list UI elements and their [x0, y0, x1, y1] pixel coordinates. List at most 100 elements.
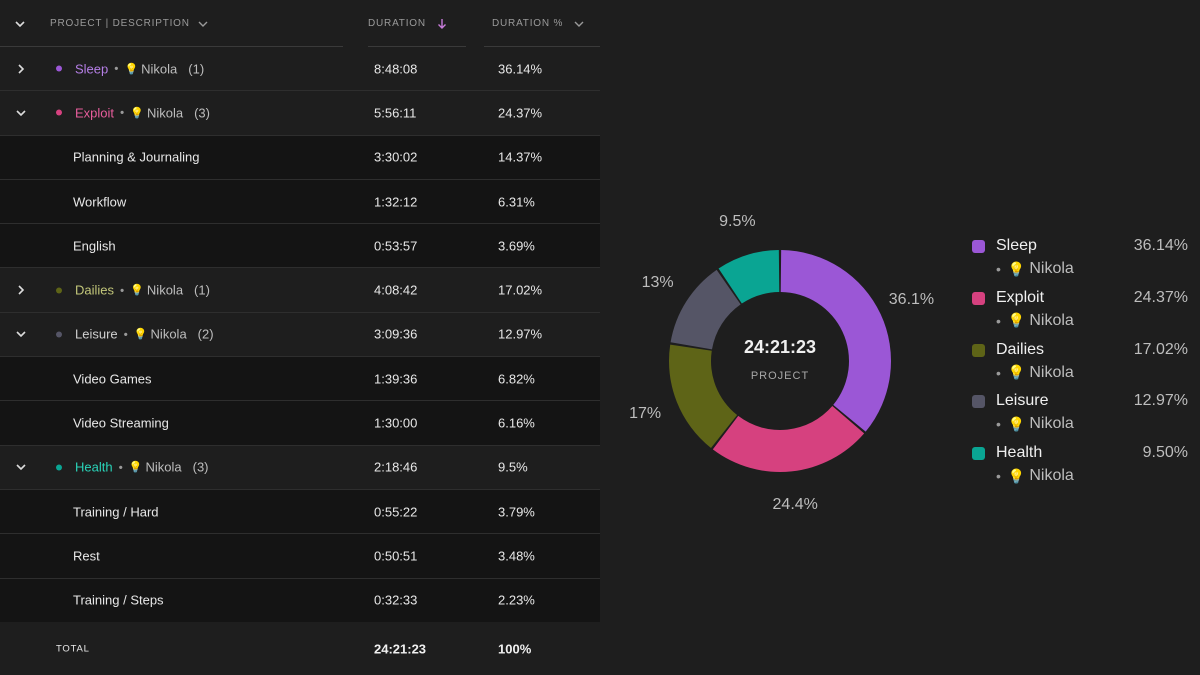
description-row[interactable]: Video Streaming 1:30:00 6.16%	[0, 401, 600, 446]
description-cell: Video Streaming	[73, 415, 169, 431]
project-cell: Dailies • 💡 Nikola (1)	[56, 283, 210, 298]
project-color-dot	[56, 464, 62, 471]
donut-slice-dailies[interactable]	[669, 344, 738, 448]
legend-name: Health	[996, 444, 1043, 462]
description-row[interactable]: English 0:53:57 3.69%	[0, 224, 600, 269]
slice-label-dailies: 17%	[629, 405, 662, 423]
donut-slice-sleep[interactable]	[780, 250, 891, 432]
legend-item-exploit[interactable]: Exploit 24.37% • 💡 Nikola	[970, 288, 1195, 340]
collapse-all-button[interactable]	[14, 0, 34, 47]
separator-dot: •	[120, 105, 125, 120]
project-color-dot	[56, 331, 62, 338]
sort-descending-icon	[436, 18, 448, 30]
chevron-right-icon[interactable]	[13, 282, 29, 298]
legend-client: • 💡 Nikola	[996, 415, 1074, 433]
total-duration: 24:21:23	[374, 641, 427, 656]
project-color-dot	[56, 109, 62, 116]
description-cell: Planning & Journaling	[73, 149, 200, 165]
description-row[interactable]: Workflow 1:32:12 6.31%	[0, 179, 600, 225]
chevron-down-icon[interactable]	[13, 326, 29, 342]
project-row-health[interactable]: Health • 💡 Nikola (3) 2:18:46 9.5%	[0, 446, 600, 490]
time-report-table: PROJECT | DESCRIPTION DURATION DURATION …	[0, 0, 600, 675]
description-cell: Training / Hard	[73, 504, 159, 520]
project-column-header[interactable]: PROJECT | DESCRIPTION	[50, 0, 343, 47]
project-name[interactable]: Health	[75, 459, 113, 475]
description-row[interactable]: Training / Steps 0:32:33 2.23%	[0, 578, 600, 623]
legend-name: Leisure	[996, 392, 1049, 410]
duration-cell: 1:39:36	[374, 371, 418, 387]
description-row[interactable]: Training / Hard 0:55:22 3.79%	[0, 489, 600, 535]
lightbulb-icon: 💡	[1007, 364, 1026, 381]
table-body: Sleep • 💡 Nikola (1) 8:48:08 36.14% Exploit • 💡 Ni…	[0, 47, 600, 623]
lightbulb-icon: 💡	[130, 107, 144, 120]
entry-count: (1)	[194, 282, 210, 298]
project-cell: Exploit • 💡 Nikola (3)	[56, 105, 210, 120]
client-name: Nikola	[145, 459, 182, 475]
separator-dot: •	[996, 364, 1001, 381]
percentage-cell: 3.79%	[498, 504, 535, 520]
lightbulb-icon: 💡	[1007, 467, 1026, 484]
legend-client: • 💡 Nikola	[996, 260, 1074, 278]
project-name[interactable]: Exploit	[75, 105, 115, 121]
legend-item-dailies[interactable]: Dailies 17.02% • 💡 Nikola	[970, 340, 1195, 392]
duration-cell: 3:30:02	[374, 149, 418, 165]
percentage-cell: 36.14%	[498, 61, 543, 77]
description-row[interactable]: Video Games 1:39:36 6.82%	[0, 357, 600, 402]
duration-cell: 0:50:51	[374, 548, 418, 564]
duration-pct-column-header[interactable]: DURATION %	[484, 0, 600, 47]
duration-cell: 0:53:57	[374, 238, 418, 254]
project-name[interactable]: Dailies	[75, 282, 115, 298]
legend-client: • 💡 Nikola	[996, 312, 1074, 330]
project-row-dailies[interactable]: Dailies • 💡 Nikola (1) 4:08:42 17.02%	[0, 268, 600, 313]
legend-client-name: Nikola	[1029, 363, 1074, 381]
description-cell: English	[73, 238, 116, 254]
duration-column-header[interactable]: DURATION	[368, 0, 466, 47]
percentage-cell: 14.37%	[498, 149, 543, 165]
legend-item-health[interactable]: Health 9.50% • 💡 Nikola	[970, 443, 1195, 495]
legend-client-name: Nikola	[1029, 415, 1074, 433]
legend-swatch	[972, 395, 985, 409]
legend-client: • 💡 Nikola	[996, 364, 1074, 382]
separator-dot: •	[123, 327, 128, 342]
chevron-down-icon	[573, 18, 585, 30]
project-row-sleep[interactable]: Sleep • 💡 Nikola (1) 8:48:08 36.14%	[0, 47, 600, 92]
project-name[interactable]: Sleep	[75, 61, 109, 77]
chevron-down-icon[interactable]	[13, 105, 29, 121]
percentage-cell: 3.48%	[498, 548, 535, 564]
project-cell: Leisure • 💡 Nikola (2)	[56, 327, 214, 342]
project-row-exploit[interactable]: Exploit • 💡 Nikola (3) 5:56:11 24.37%	[0, 91, 600, 136]
project-row-leisure[interactable]: Leisure • 💡 Nikola (2) 3:09:36 12.97%	[0, 313, 600, 358]
legend-client-name: Nikola	[1029, 311, 1074, 329]
percentage-cell: 6.82%	[498, 371, 535, 387]
slice-label-sleep: 36.1%	[888, 290, 935, 308]
separator-dot: •	[118, 460, 123, 475]
description-row[interactable]: Planning & Journaling 3:30:02 14.37%	[0, 135, 600, 180]
legend-item-leisure[interactable]: Leisure 12.97% • 💡 Nikola	[970, 391, 1195, 443]
lightbulb-icon: 💡	[128, 461, 143, 474]
entry-count: (1)	[188, 61, 205, 77]
duration-cell: 3:09:36	[374, 326, 418, 342]
duration-cell: 8:48:08	[374, 61, 418, 77]
lightbulb-icon: 💡	[1007, 312, 1026, 329]
legend-client: • 💡 Nikola	[996, 467, 1074, 485]
description-row[interactable]: Rest 0:50:51 3.48%	[0, 534, 600, 579]
chevron-right-icon[interactable]	[13, 61, 29, 77]
duration-cell: 0:32:33	[374, 592, 418, 608]
duration-column-label: DURATION	[368, 18, 426, 29]
client-name: Nikola	[146, 282, 184, 298]
duration-cell: 1:32:12	[374, 194, 418, 210]
donut-slice-health[interactable]	[718, 250, 780, 304]
description-cell: Rest	[73, 548, 100, 564]
chevron-down-icon[interactable]	[13, 459, 29, 475]
legend-percentage: 9.50%	[1142, 444, 1188, 462]
donut-slice-exploit[interactable]	[712, 405, 865, 473]
legend-item-sleep[interactable]: Sleep 36.14% • 💡 Nikola	[970, 236, 1195, 288]
project-name[interactable]: Leisure	[75, 326, 118, 342]
entry-count: (3)	[192, 459, 209, 475]
donut-slice-leisure[interactable]	[670, 269, 741, 350]
total-row: TOTAL 24:21:23 100%	[0, 622, 600, 675]
client-name: Nikola	[141, 61, 178, 77]
donut-svg	[669, 250, 891, 473]
project-column-label: PROJECT | DESCRIPTION	[50, 18, 190, 29]
legend-client-name: Nikola	[1029, 260, 1074, 277]
